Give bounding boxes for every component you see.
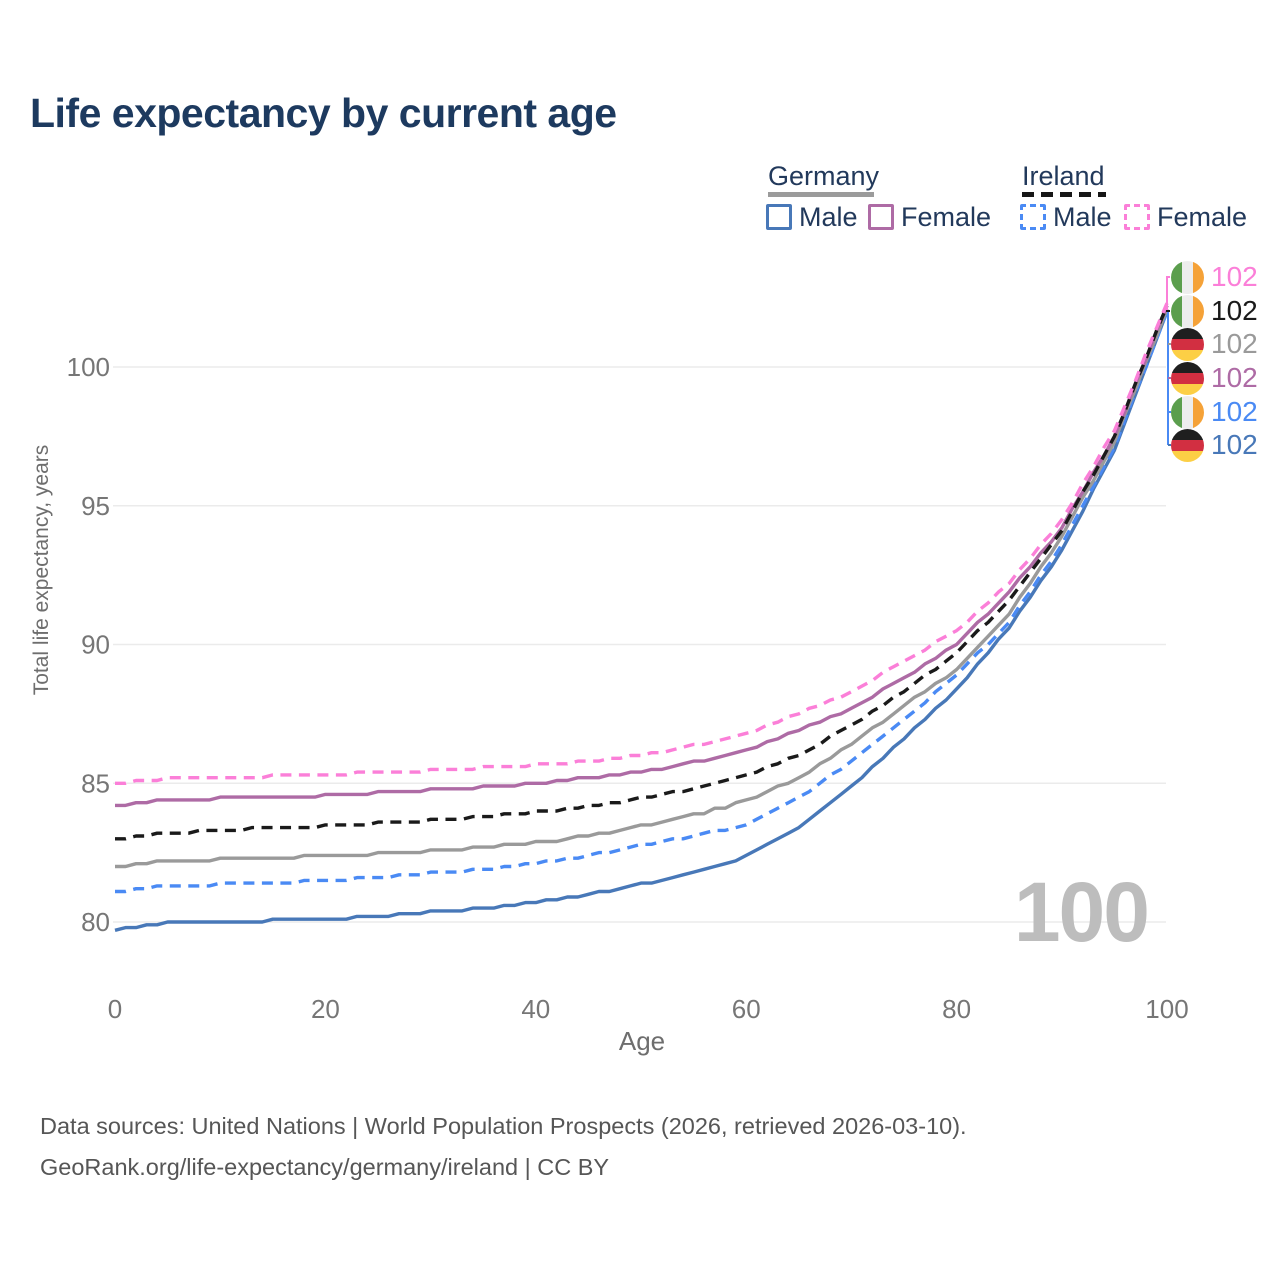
- ireland-male-swatch-icon: [1020, 204, 1046, 230]
- endpoint-label-row: 102: [1171, 260, 1258, 294]
- ireland-flag-icon: [1171, 260, 1204, 294]
- data-sources-line2: GeoRank.org/life-expectancy/germany/irel…: [40, 1154, 610, 1180]
- legend-group-ireland[interactable]: Ireland: [1022, 161, 1105, 191]
- y-tick-label: 80: [81, 907, 110, 937]
- series-line-ireland-total: [115, 305, 1169, 841]
- germany-flag-icon: [1171, 361, 1204, 395]
- x-axis-title: Age: [618, 1026, 666, 1056]
- endpoint-value: 102: [1211, 261, 1258, 292]
- endpoint-label-row: 102: [1171, 395, 1258, 429]
- ireland-flag-icon: [1171, 294, 1204, 328]
- leader-line: [1166, 276, 1170, 311]
- endpoint-label-row: 102: [1171, 327, 1258, 361]
- legend-underline-germany: [768, 192, 874, 197]
- legend-item-ireland-male[interactable]: Male: [1020, 203, 1112, 231]
- x-tick-label: 60: [732, 994, 761, 1024]
- endpoint-label-row: 102: [1171, 294, 1258, 328]
- endpoint-value: 102: [1211, 328, 1258, 359]
- legend-group-germany[interactable]: Germany: [768, 161, 880, 191]
- x-tick-label: 80: [942, 994, 971, 1024]
- endpoint-value: 102: [1211, 362, 1258, 393]
- legend-item-germany-male[interactable]: Male: [766, 203, 858, 231]
- legend-item-label: Female: [1157, 202, 1248, 232]
- legend-item-label: Male: [799, 202, 858, 232]
- data-sources: Data sources: United Nations | World Pop…: [40, 1106, 967, 1188]
- endpoint-label-row: 102: [1171, 361, 1258, 395]
- legend-item-germany-female[interactable]: Female: [868, 203, 991, 231]
- data-sources-line1: Data sources: United Nations | World Pop…: [40, 1113, 967, 1139]
- series-line-germany-male: [114, 310, 1169, 932]
- germany-flag-icon: [1171, 428, 1204, 462]
- y-tick-label: 100: [67, 352, 110, 382]
- series-line-germany-total: [115, 308, 1169, 869]
- legend-item-label: Female: [901, 202, 992, 232]
- x-tick-label: 100: [1145, 994, 1188, 1024]
- germany-flag-icon: [1171, 327, 1204, 361]
- y-tick-label: 95: [81, 491, 110, 521]
- hovered-age-watermark: 100: [1013, 865, 1150, 959]
- endpoint-value: 102: [1211, 396, 1258, 427]
- legend-item-label: Male: [1053, 202, 1112, 232]
- y-axis-title: Total life expectancy, years: [30, 444, 53, 696]
- ireland-female-swatch-icon: [1124, 204, 1150, 230]
- y-tick-label: 85: [81, 768, 110, 798]
- x-tick-label: 0: [108, 994, 122, 1024]
- series-line-germany-female: [115, 305, 1169, 808]
- legend-underline-ireland: [1022, 192, 1106, 197]
- x-tick-label: 40: [521, 994, 550, 1024]
- y-tick-label: 90: [81, 630, 110, 660]
- germany-male-swatch-icon: [766, 204, 792, 230]
- series-line-ireland-female: [115, 302, 1169, 785]
- legend-item-ireland-female[interactable]: Female: [1124, 203, 1247, 231]
- x-tick-label: 20: [311, 994, 340, 1024]
- series-line-ireland-male: [115, 310, 1169, 894]
- endpoint-value: 102: [1211, 295, 1258, 326]
- page-title: Life expectancy by current age: [30, 90, 617, 136]
- germany-female-swatch-icon: [868, 204, 894, 230]
- ireland-flag-icon: [1171, 395, 1204, 429]
- endpoint-value: 102: [1211, 429, 1258, 460]
- endpoint-label-row: 102: [1171, 428, 1258, 462]
